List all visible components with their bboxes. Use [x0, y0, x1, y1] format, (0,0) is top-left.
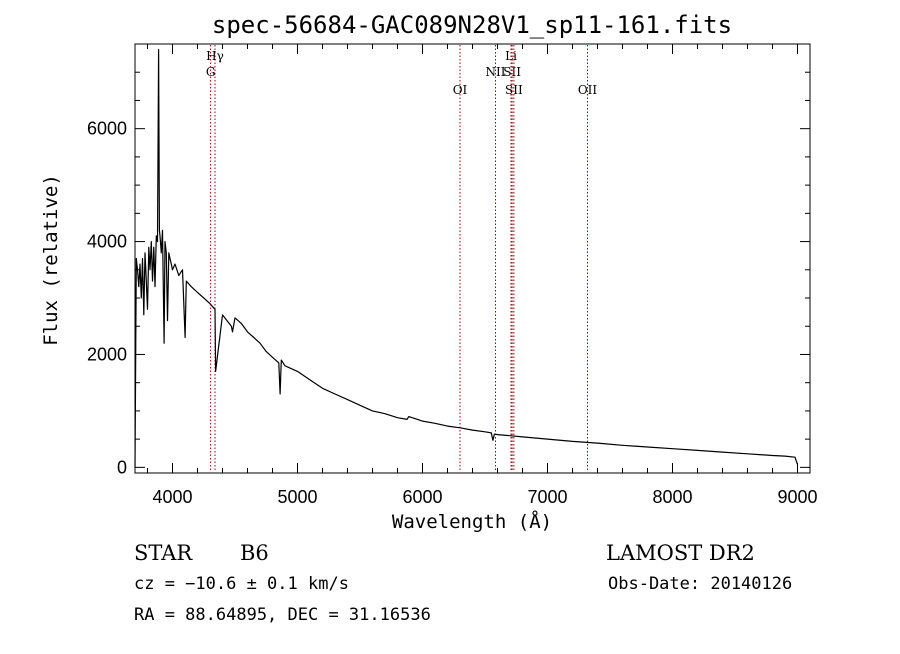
y-axis-ticks: 0 2000 4000 6000 [87, 71, 810, 477]
spectral-line-label: OI [453, 83, 468, 97]
x-axis-ticks: 4000 5000 6000 7000 8000 9000 [147, 44, 818, 507]
object-subclass: B6 [240, 541, 269, 565]
y-tick-label: 2000 [87, 344, 127, 364]
x-tick-label: 7000 [527, 487, 567, 507]
spectral-line-label: OII [578, 83, 598, 97]
x-tick-label: 9000 [777, 487, 817, 507]
plot-area [134, 43, 811, 474]
x-tick-label: 8000 [652, 487, 692, 507]
y-tick-label: 4000 [87, 232, 127, 252]
y-tick-label: 0 [117, 457, 127, 477]
observation-date: Obs-Date: 20140126 [608, 574, 792, 594]
spectral-line-label: SII [503, 65, 521, 79]
x-tick-label: 4000 [152, 487, 192, 507]
spectral-line-label: NII [486, 65, 506, 79]
spectral-line-label: G [206, 65, 216, 79]
coordinates-readout: RA = 88.64895, DEC = 31.16536 [134, 605, 431, 625]
x-tick-label: 6000 [402, 487, 442, 507]
spectral-line-label: SII [505, 83, 523, 97]
y-axis-label: Flux (relative) [40, 174, 62, 346]
spectral-line-markers: Hγ G OI NII Li SII SII OII [206, 45, 598, 472]
y-tick-label: 6000 [87, 119, 127, 139]
x-axis-label: Wavelength (Å) [392, 510, 552, 533]
redshift-readout: cz = −10.6 ± 0.1 km/s [134, 574, 349, 594]
spectrum-line [134, 48, 799, 468]
plot-frame [134, 43, 811, 474]
x-tick-label: 5000 [277, 487, 317, 507]
survey-name: LAMOST DR2 [606, 541, 755, 565]
spectral-line-label: Li [505, 49, 517, 63]
object-class: STAR [134, 541, 193, 565]
spectral-line-label: Hγ [206, 49, 224, 63]
chart-title: spec-56684-GAC089N28V1_sp11-161.fits [212, 11, 732, 39]
